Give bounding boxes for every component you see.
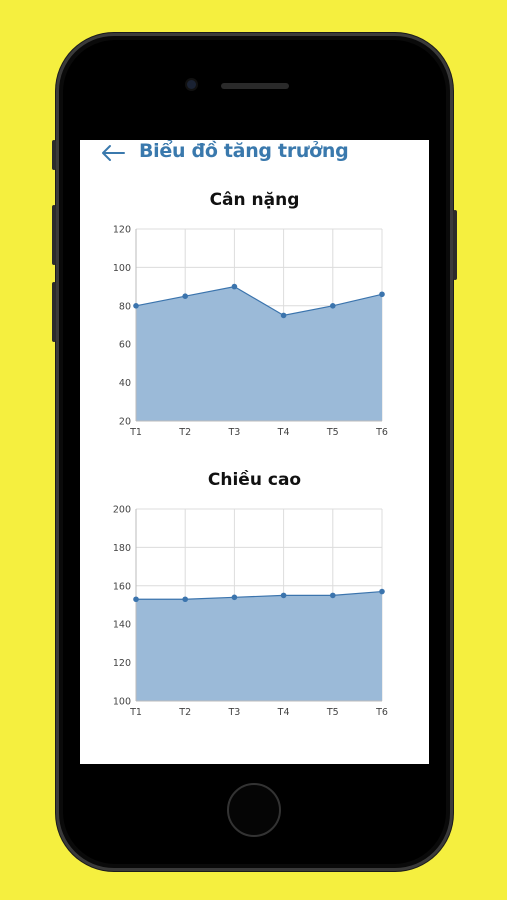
- weight-point-t3: [231, 283, 238, 290]
- height-point-t4: [280, 592, 287, 599]
- weight-point-t6: [379, 291, 385, 298]
- height-series-line: [136, 590, 383, 600]
- height-xtick-label: T6: [375, 707, 388, 718]
- weight-xtick-label: T1: [129, 427, 142, 438]
- weight-ytick-label: 60: [119, 340, 131, 351]
- weight-point-t5: [330, 303, 336, 309]
- volume-down-button: [52, 282, 56, 342]
- weight-xtick-label: T5: [326, 427, 339, 438]
- height-chart: 100 120 140 160 180 200 T1 T2 T3 T4 T5 T6: [113, 505, 388, 719]
- height-ytick-label: 100: [113, 697, 131, 708]
- home-button[interactable]: [227, 783, 281, 837]
- earpiece-speaker: [221, 83, 289, 89]
- mute-switch: [52, 140, 56, 170]
- weight-chart: 20 40 60 80 100 120 T1 T2 T3 T4 T5 T6: [113, 225, 388, 439]
- app-header: Biểu đồ tăng trưởng: [80, 140, 429, 166]
- weight-ytick-label: 120: [113, 225, 131, 236]
- weight-xtick-label: T4: [277, 427, 290, 438]
- volume-up-button: [52, 205, 56, 265]
- weight-point-t1: [133, 303, 139, 309]
- height-xtick-label: T1: [129, 707, 142, 718]
- height-xtick-label: T3: [227, 707, 240, 718]
- weight-area: [136, 286, 382, 421]
- height-point-t2: [182, 596, 188, 603]
- weight-point-t2: [182, 293, 188, 299]
- height-area: [136, 591, 382, 701]
- height-chart-title: Chiều cao: [207, 470, 302, 490]
- weight-xtick-label: T2: [178, 427, 191, 438]
- page-title: Biểu đồ tăng trưởng: [139, 140, 349, 162]
- weight-ytick-label: 20: [119, 417, 131, 428]
- weight-chart-title: Cân nặng: [209, 190, 300, 210]
- height-ytick-label: 140: [113, 620, 131, 631]
- power-button: [453, 210, 457, 280]
- height-ytick-label: 160: [113, 581, 131, 592]
- weight-ytick-label: 100: [113, 263, 131, 274]
- height-xtick-label: T5: [326, 707, 339, 718]
- height-chart-block: Chiều cao 100 120 140 160 180 200 T1 T2 T3 T4 T5 T6: [80, 468, 429, 728]
- weight-chart-block: Cân nặng 20 40 60 80 100 120 T1 T2 T3 T4 T5 T6: [80, 188, 429, 448]
- height-point-t3: [231, 594, 238, 601]
- height-point-t1: [133, 596, 139, 603]
- weight-ytick-label: 40: [119, 378, 131, 389]
- weight-series-line: [135, 285, 383, 317]
- weight-point-t4: [280, 312, 287, 319]
- weight-xtick-label: T6: [375, 427, 388, 438]
- front-camera: [187, 80, 196, 89]
- app-screen: Biểu đồ tăng trưởng Cân nặng 20 40 60 80 100…: [80, 140, 429, 764]
- height-point-t6: [379, 588, 385, 595]
- height-ytick-label: 120: [113, 658, 131, 669]
- height-xtick-label: T4: [277, 707, 290, 718]
- weight-ytick-label: 80: [119, 301, 131, 312]
- weight-xtick-label: T3: [227, 427, 240, 438]
- height-ytick-label: 200: [113, 505, 131, 516]
- height-xtick-label: T2: [178, 707, 191, 718]
- height-ytick-label: 180: [113, 543, 131, 554]
- height-point-t5: [330, 592, 336, 599]
- back-arrow-icon[interactable]: [100, 143, 126, 163]
